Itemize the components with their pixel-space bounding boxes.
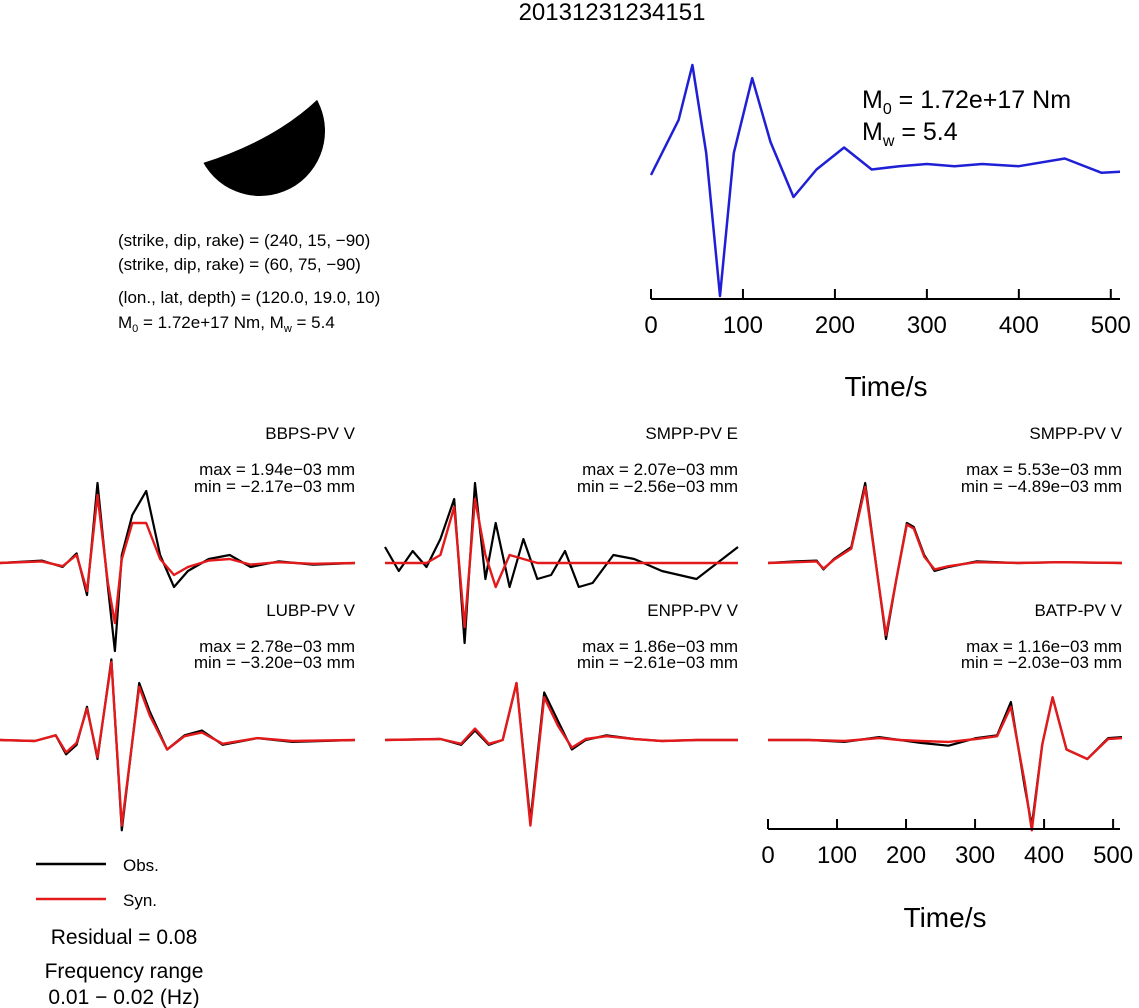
plane1-text: (strike, dip, rake) = (240, 15, −90) [118, 231, 370, 250]
synthetic-trace [385, 497, 738, 629]
station-label: ENPP-PV V [647, 601, 738, 620]
legend: Obs. Syn. [36, 856, 159, 910]
beachball [194, 65, 325, 196]
stf-axis-tick-label: 500 [1091, 312, 1131, 339]
stf-m0-label: M0 = 1.72e+17 Nm [862, 86, 1071, 118]
location-text: (lon., lat, depth) = (120.0, 19.0, 10) [118, 288, 380, 307]
waveform-axis-tick-label: 100 [817, 842, 857, 869]
station-label: BATP-PV V [1034, 601, 1122, 620]
stf-axis-tick-label: 200 [815, 312, 855, 339]
stf-axis-tick-label: 0 [644, 312, 657, 339]
station-label: SMPP-PV V [1029, 424, 1122, 443]
mw-value: = 5.4 [292, 313, 335, 332]
m0-prefix: M [118, 313, 132, 332]
plane2-text: (strike, dip, rake) = (60, 75, −90) [118, 255, 361, 274]
max-amplitude-label: max = 1.94e−03 mm [199, 460, 355, 479]
waveform-axis-tick-label: 200 [886, 842, 926, 869]
station-label: SMPP-PV E [645, 424, 738, 443]
stf-curve [649, 63, 1121, 298]
waveform-axis-tick-label: 300 [955, 842, 995, 869]
chart-title: 20131231234151 [519, 0, 706, 26]
stf-mw-label: Mw = 5.4 [862, 118, 958, 150]
observed-trace [0, 481, 356, 653]
legend-obs-label: Obs. [123, 856, 159, 875]
min-amplitude-label: min = −2.17e−03 mm [194, 477, 355, 496]
min-amplitude-label: min = −4.89e−03 mm [961, 477, 1122, 496]
frequency-label: Frequency range [45, 960, 204, 983]
waveform-axis-tick-label: 400 [1024, 842, 1064, 869]
waveform-xlabel: Time/s [904, 902, 987, 933]
m0-value: = 1.72e+17 Nm, M [138, 313, 284, 332]
max-amplitude-label: max = 2.78e−03 mm [199, 637, 355, 656]
station-label: BBPS-PV V [265, 424, 355, 443]
observed-trace [384, 481, 739, 645]
synthetic-trace [0, 493, 356, 625]
waveform-axis-tick-label: 500 [1093, 842, 1133, 869]
stf-axis-tick-label: 300 [907, 312, 947, 339]
stf-xlabel: Time/s [845, 371, 928, 402]
frequency-value: 0.01 − 0.02 (Hz) [48, 986, 199, 1008]
max-amplitude-label: max = 1.86e−03 mm [582, 637, 738, 656]
max-amplitude-label: max = 2.07e−03 mm [582, 460, 738, 479]
observed-trace [0, 658, 356, 832]
stf-panel: 0 100 200 300 400 500 [644, 63, 1131, 339]
waveform-time-axis: 0 100 200 300 400 500 [761, 819, 1133, 869]
min-amplitude-label: min = −3.20e−03 mm [194, 653, 355, 672]
max-amplitude-label: max = 1.16e−03 mm [966, 637, 1122, 656]
stf-mw-m: M [862, 118, 883, 146]
min-amplitude-label: min = −2.61e−03 mm [577, 653, 738, 672]
stf-mw-sub: w [882, 133, 895, 150]
m0-sub: 0 [132, 323, 138, 335]
beachball-white-quadrant [194, 65, 318, 163]
moment-line: M0 = 1.72e+17 Nm, Mw = 5.4 [118, 313, 335, 335]
stf-axis-tick-label: 100 [723, 312, 763, 339]
residual-text: Residual = 0.08 [51, 926, 198, 949]
stf-axis-tick-label: 400 [999, 312, 1039, 339]
mw-sub: w [283, 323, 292, 335]
stf-m0-m: M [862, 86, 883, 114]
synthetic-trace [384, 681, 738, 827]
synthetic-trace [0, 660, 356, 827]
min-amplitude-label: min = −2.03e−03 mm [961, 653, 1122, 672]
synthetic-trace [767, 485, 1123, 637]
stf-m0-value: = 1.72e+17 Nm [892, 86, 1071, 114]
legend-syn-label: Syn. [123, 891, 157, 910]
stf-mw-value: = 5.4 [894, 118, 957, 146]
station-label: LUBP-PV V [266, 601, 355, 620]
waveform-axis-tick-label: 0 [761, 842, 774, 869]
stf-m0-sub: 0 [883, 101, 892, 118]
observed-trace [768, 696, 1123, 827]
observed-trace [384, 681, 738, 822]
max-amplitude-label: max = 5.53e−03 mm [966, 460, 1122, 479]
min-amplitude-label: min = −2.56e−03 mm [577, 477, 738, 496]
synthetic-trace [768, 696, 1123, 832]
